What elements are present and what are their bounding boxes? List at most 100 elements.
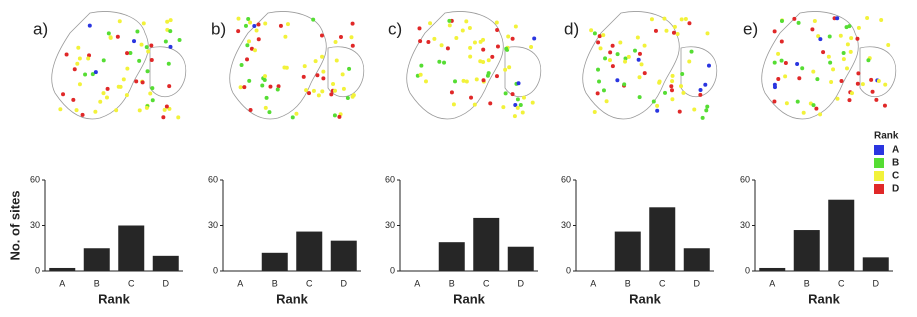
coastline <box>761 11 897 120</box>
site-dot <box>632 48 637 53</box>
bar <box>649 207 676 271</box>
site-dot <box>705 104 710 109</box>
site-dot <box>856 71 861 76</box>
site-dot <box>461 78 466 83</box>
site-dot <box>347 66 352 71</box>
site-dot <box>148 91 153 96</box>
site-dot <box>246 39 251 44</box>
site-dot <box>810 27 815 32</box>
site-dot <box>883 82 888 87</box>
site-dot <box>341 86 346 91</box>
site-dot <box>615 52 620 57</box>
x-tick-label: B <box>94 278 100 288</box>
legend-title: Rank <box>874 131 899 142</box>
site-dot <box>772 29 777 34</box>
site-dot <box>467 25 472 30</box>
site-dot <box>506 34 511 39</box>
site-dot <box>481 37 486 42</box>
site-dot <box>290 115 295 120</box>
site-dot <box>516 81 521 86</box>
site-dot <box>882 103 887 108</box>
site-dot <box>776 51 781 56</box>
x-axis-label: Rank <box>276 291 309 306</box>
site-dot <box>856 25 861 30</box>
site-dot <box>700 115 705 120</box>
y-tick-label: 30 <box>208 220 218 230</box>
site-dot <box>478 59 483 64</box>
site-dot <box>698 92 703 97</box>
site-dot <box>507 65 512 70</box>
bar <box>473 217 500 271</box>
coastline <box>51 11 187 120</box>
site-dot <box>137 108 142 113</box>
site-dot <box>86 56 91 61</box>
site-dot <box>610 64 615 69</box>
site-dot <box>98 99 103 104</box>
site-dot <box>125 66 130 71</box>
site-dot <box>603 56 608 61</box>
site-dot <box>256 22 261 27</box>
site-dot <box>623 56 628 61</box>
site-dot <box>124 93 129 98</box>
x-tick-label: A <box>59 278 65 288</box>
site-dot <box>93 70 98 75</box>
site-dot <box>592 31 597 36</box>
site-dot <box>87 23 92 28</box>
x-tick-label: A <box>769 278 775 288</box>
site-dot <box>622 82 627 87</box>
x-tick-label: C <box>483 278 490 288</box>
site-dot <box>74 108 79 113</box>
y-tick-label: 0 <box>35 265 40 275</box>
site-dot <box>304 88 309 93</box>
site-dot <box>105 86 110 91</box>
x-tick-label: A <box>590 278 596 288</box>
site-dot <box>779 58 784 63</box>
site-dot <box>886 43 891 48</box>
site-dot <box>529 45 534 50</box>
site-dot <box>464 79 469 84</box>
site-dot <box>75 61 80 66</box>
panel-label: e) <box>743 19 758 38</box>
site-dot <box>464 19 469 24</box>
site-dot <box>275 87 280 92</box>
site-dot <box>847 24 852 29</box>
site-dot <box>87 53 92 58</box>
site-dot <box>76 45 81 50</box>
bar <box>118 225 145 271</box>
y-tick-label: 30 <box>30 220 40 230</box>
bar <box>793 230 820 271</box>
site-dot <box>811 103 816 108</box>
site-dot <box>849 91 854 96</box>
site-dot <box>512 114 517 119</box>
site-dot <box>449 90 454 95</box>
site-dot <box>247 78 252 83</box>
site-dot <box>276 84 281 89</box>
site-dot <box>472 40 477 45</box>
site-dot <box>252 48 257 53</box>
site-dot <box>844 66 849 71</box>
site-dot <box>71 97 76 102</box>
site-dot <box>610 43 615 48</box>
site-dot <box>818 112 823 117</box>
site-dot <box>680 72 685 77</box>
site-dot <box>795 99 800 104</box>
site-dot <box>772 82 777 87</box>
site-dot <box>301 74 306 79</box>
site-dot <box>855 36 860 41</box>
site-dot <box>662 16 667 21</box>
site-dot <box>841 51 846 56</box>
legend-swatch <box>874 184 884 194</box>
site-dot <box>870 89 875 94</box>
y-tick-label: 30 <box>385 220 395 230</box>
site-dot <box>503 67 508 72</box>
x-axis-label: Rank <box>808 291 841 306</box>
site-dot <box>705 31 710 36</box>
site-dot <box>816 34 821 39</box>
site-dot <box>839 78 844 83</box>
site-dot <box>262 74 267 79</box>
site-dot <box>168 18 173 23</box>
site-dot <box>689 49 694 54</box>
site-dot <box>598 46 603 51</box>
site-dot <box>243 23 248 28</box>
x-tick-label: B <box>804 278 810 288</box>
